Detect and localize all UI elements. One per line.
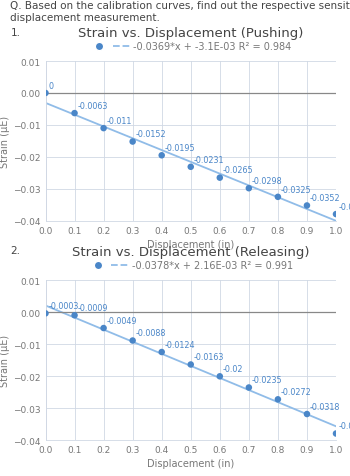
Legend: , -0.0369*x + -3.1E-03 R² = 0.984: , -0.0369*x + -3.1E-03 R² = 0.984: [86, 38, 295, 56]
Point: [101, 125, 106, 133]
Text: 0: 0: [48, 81, 54, 90]
Text: -0.0352: -0.0352: [310, 194, 341, 203]
Point: [72, 110, 77, 118]
Text: -0.0298: -0.0298: [252, 177, 282, 186]
Point: [159, 348, 164, 356]
Point: [333, 211, 339, 218]
Text: -0.0318: -0.0318: [310, 402, 340, 411]
Point: [217, 175, 223, 182]
Legend: , -0.0378*x + 2.16E-03 R² = 0.991: , -0.0378*x + 2.16E-03 R² = 0.991: [85, 257, 296, 275]
Text: -0.0265: -0.0265: [223, 166, 253, 175]
Point: [217, 373, 223, 380]
Y-axis label: Strain (μE): Strain (μE): [0, 335, 10, 387]
Text: -0.0379: -0.0379: [339, 421, 350, 430]
Text: -0.0009: -0.0009: [77, 303, 108, 312]
X-axis label: Displacement (in): Displacement (in): [147, 458, 234, 468]
Title: Strain vs. Displacement (Releasing): Strain vs. Displacement (Releasing): [72, 246, 309, 259]
Text: displacement measurement.: displacement measurement.: [10, 13, 160, 23]
Point: [43, 90, 48, 98]
Text: -0.0088: -0.0088: [135, 328, 166, 337]
Text: -0.0124: -0.0124: [164, 340, 195, 349]
Text: -0.0379: -0.0379: [339, 202, 350, 211]
Point: [246, 384, 252, 391]
Point: [275, 396, 281, 403]
Text: -0.0152: -0.0152: [135, 130, 166, 139]
Text: -0.0063: -0.0063: [77, 102, 108, 111]
Text: -0.0195: -0.0195: [164, 144, 195, 153]
Text: -0.02: -0.02: [223, 364, 243, 373]
Text: -0.0272: -0.0272: [281, 387, 312, 397]
Text: -0.0049: -0.0049: [106, 316, 137, 325]
Point: [304, 202, 310, 210]
Text: 1.: 1.: [10, 28, 21, 38]
Text: -0.0231: -0.0231: [194, 155, 224, 164]
Point: [188, 361, 194, 368]
Point: [275, 194, 281, 201]
Y-axis label: Strain (μE): Strain (μE): [0, 116, 10, 168]
Point: [246, 185, 252, 193]
Text: -0.0325: -0.0325: [281, 185, 312, 194]
Text: 2.: 2.: [10, 245, 21, 255]
Point: [333, 430, 339, 437]
Point: [130, 337, 135, 345]
Point: [304, 410, 310, 418]
Text: -0.0003: -0.0003: [48, 301, 79, 310]
Title: Strain vs. Displacement (Pushing): Strain vs. Displacement (Pushing): [78, 27, 303, 40]
Text: -0.011: -0.011: [106, 117, 132, 126]
Point: [101, 325, 106, 332]
X-axis label: Displacement (in): Displacement (in): [147, 239, 234, 249]
Text: Q. Based on the calibration curves, find out the respective sensitivities of the: Q. Based on the calibration curves, find…: [10, 1, 350, 11]
Point: [159, 152, 164, 160]
Text: -0.0235: -0.0235: [252, 376, 282, 385]
Point: [130, 139, 135, 146]
Point: [72, 312, 77, 319]
Point: [188, 164, 194, 171]
Point: [43, 310, 48, 317]
Text: -0.0163: -0.0163: [194, 353, 224, 362]
